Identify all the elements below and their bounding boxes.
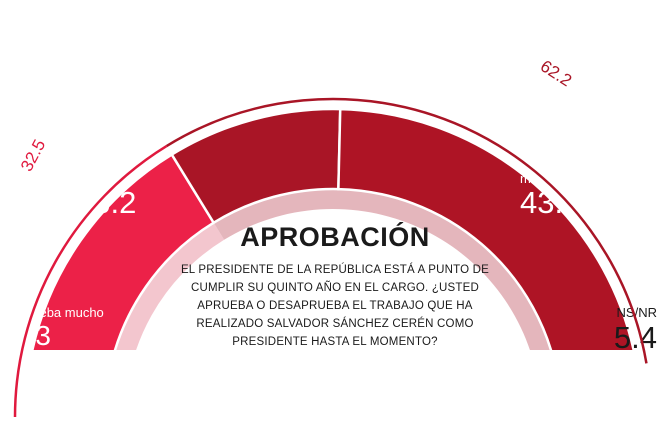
slice-value-text: 5.4 bbox=[614, 320, 657, 355]
slice-aprueba-mucho bbox=[25, 356, 109, 417]
slice-label-text: mucho bbox=[520, 171, 559, 186]
slice-label-text: Desaprueba bbox=[202, 50, 274, 65]
slice-label-text: NS/NR bbox=[617, 305, 657, 320]
group-label-desaprueba: 62.2 bbox=[537, 56, 575, 90]
slice-value-text: 43.9 bbox=[520, 185, 580, 220]
slice-label-text: algo bbox=[202, 65, 227, 80]
slice-label-text: Desaprueba bbox=[520, 156, 592, 171]
label-ns-nr: NS/NR5.4 bbox=[614, 305, 657, 355]
slice-label-text: algo bbox=[76, 171, 101, 186]
center-text-block: APROBACIÓN EL PRESIDENTE DE LA REPÚBLICA… bbox=[170, 222, 500, 351]
inner-band-aprueba bbox=[114, 221, 225, 350]
slice-value-text: 26.2 bbox=[76, 185, 136, 220]
group-ring-desaprueba bbox=[165, 97, 648, 364]
slice-label-text: Aprueba bbox=[76, 156, 126, 171]
survey-question: EL PRESIDENTE DE LA REPÚBLICA ESTÁ A PUN… bbox=[180, 264, 490, 348]
slice-value-text: 18.3 bbox=[202, 81, 262, 116]
slice-desaprueba-mucho bbox=[337, 107, 635, 350]
inner-band-desaprueba bbox=[213, 188, 552, 350]
group-label-aprueba: 32.5 bbox=[17, 136, 49, 174]
slice-ns-nr bbox=[558, 365, 641, 417]
group-ring-aprueba bbox=[13, 144, 168, 418]
slice-label-text: Aprueba mucho bbox=[12, 305, 104, 320]
inner-band-nsnr bbox=[538, 378, 562, 417]
slice-value-text: 6.3 bbox=[12, 320, 51, 351]
chart-body bbox=[25, 107, 641, 417]
chart-title: APROBACIÓN bbox=[240, 222, 430, 252]
